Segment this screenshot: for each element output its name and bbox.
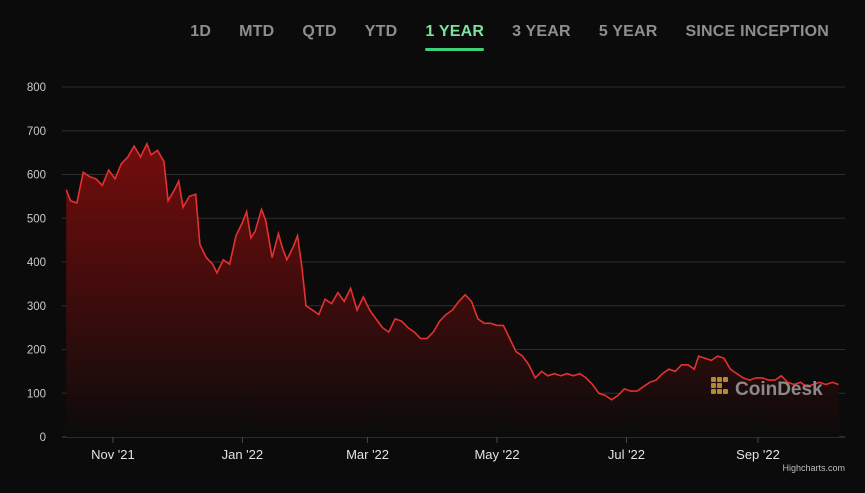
x-tick-label: Mar '22 — [346, 447, 389, 462]
y-tick-label: 500 — [27, 213, 46, 225]
x-axis: Nov '21 Jan '22 Mar '22 May '22 Jul '22 Sep '… — [91, 437, 780, 462]
tab-1d[interactable]: 1D — [190, 23, 212, 40]
y-tick-label: 300 — [27, 301, 46, 313]
range-selector-bar: 1D MTD QTD YTD 1 YEAR 3 YEAR 5 YEAR SINCE INCEP… — [0, 0, 865, 62]
x-tick-label: May '22 — [474, 447, 519, 462]
y-tick-label: 400 — [27, 257, 46, 269]
y-tick-label: 200 — [27, 345, 46, 357]
tab-since-inception[interactable]: SINCE INCEPTION — [685, 23, 829, 40]
series-area — [66, 143, 839, 437]
chart-area: 0 100 200 300 400 500 600 700 800 Nov '21 Jan '22… — [0, 62, 865, 493]
x-tick-label: Sep '22 — [736, 447, 780, 462]
series-line — [65, 141, 839, 401]
coindesk-watermark: CoinDesk — [711, 377, 823, 400]
tab-5-year[interactable]: 5 YEAR — [598, 23, 658, 40]
y-tick-label: 100 — [27, 388, 46, 400]
y-axis: 0 100 200 300 400 500 600 700 800 — [27, 82, 46, 444]
x-tick-label: Jan '22 — [222, 447, 264, 462]
highcharts-credits[interactable]: Highcharts.com — [782, 463, 845, 473]
tab-ytd[interactable]: YTD — [364, 23, 398, 40]
x-tick-label: Jul '22 — [608, 447, 645, 462]
x-tick-label: Nov '21 — [91, 447, 135, 462]
watermark-text: CoinDesk — [735, 379, 823, 400]
price-chart: 0 100 200 300 400 500 600 700 800 Nov '21 Jan '22… — [27, 82, 845, 473]
y-tick-label: 800 — [27, 82, 46, 94]
y-tick-label: 600 — [27, 170, 46, 182]
tab-3-year[interactable]: 3 YEAR — [512, 23, 571, 40]
tab-mtd[interactable]: MTD — [239, 23, 275, 40]
y-tick-label: 700 — [27, 126, 46, 138]
coindesk-logo-icon — [711, 377, 728, 394]
tab-qtd[interactable]: QTD — [302, 23, 337, 40]
y-tick-label: 0 — [40, 432, 46, 444]
range-tabs: 1D MTD QTD YTD 1 YEAR 3 YEAR 5 YEAR SINCE INCEP… — [176, 20, 843, 51]
tab-1-year[interactable]: 1 YEAR — [411, 20, 498, 51]
